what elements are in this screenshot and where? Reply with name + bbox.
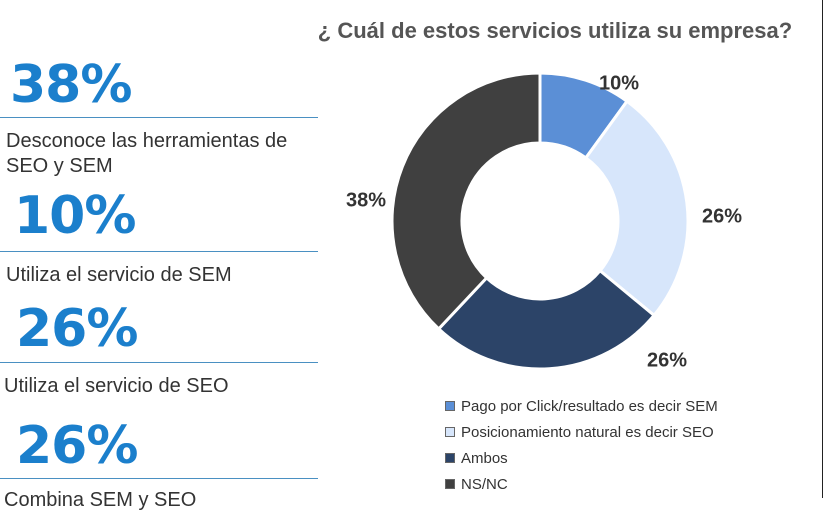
donut-slice-seo [583, 99, 690, 318]
donut-slice-nsnc [390, 71, 542, 332]
donut-chart: 10% 26% 26% 38% [346, 71, 742, 371]
legend-swatch-sem [445, 401, 455, 411]
stat-value-sem: 10% [14, 186, 136, 246]
legend-label-sem: Pago por Click/resultado es decir SEM [461, 397, 718, 415]
divider [0, 251, 318, 252]
legend-swatch-seo [445, 427, 455, 437]
donut-slice-both [436, 268, 657, 371]
edge-line [822, 0, 823, 498]
legend-label-nsnc: NS/NC [461, 475, 508, 493]
stat-value-seo: 26% [16, 299, 138, 359]
divider [0, 478, 318, 479]
divider [0, 362, 318, 363]
legend-label-seo: Posicionamiento natural es decir SEO [461, 423, 714, 441]
data-label-seo: 26% [702, 205, 742, 227]
legend-item-nsnc: NS/NC [445, 471, 718, 497]
divider [0, 117, 318, 118]
legend-swatch-nsnc [445, 479, 455, 489]
stat-value-both: 26% [16, 416, 138, 476]
legend-label-both: Ambos [461, 449, 508, 467]
legend-swatch-both [445, 453, 455, 463]
chart-title: ¿ Cuál de estos servicios utiliza su emp… [317, 18, 793, 43]
data-label-nsnc: 38% [346, 189, 386, 211]
stat-label-unknown-line1: Desconoce las herramientas de [6, 130, 288, 152]
legend-item-both: Ambos [445, 445, 718, 471]
stat-label-seo: Utiliza el servicio de SEO [4, 375, 229, 397]
legend-item-seo: Posicionamiento natural es decir SEO [445, 419, 718, 445]
data-label-both: 26% [647, 349, 687, 371]
chart-legend: Pago por Click/resultado es decir SEM Po… [445, 393, 718, 497]
stat-label-unknown-line2: SEO y SEM [6, 155, 113, 177]
stat-label-sem: Utiliza el servicio de SEM [6, 264, 232, 286]
legend-item-sem: Pago por Click/resultado es decir SEM [445, 393, 718, 419]
stat-value-unknown: 38% [10, 55, 132, 115]
data-label-sem: 10% [599, 72, 639, 94]
